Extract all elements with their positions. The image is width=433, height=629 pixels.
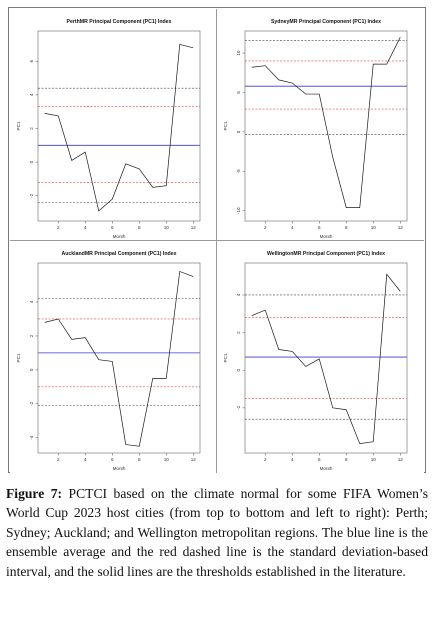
- x-tick-label: 2: [57, 457, 60, 462]
- y-tick-label: -2: [29, 401, 34, 406]
- chart-svg: PerthMR Principal Component (PC1) Index 2…: [16, 19, 201, 239]
- y-tick-label: 0: [236, 369, 241, 372]
- x-axis-label: Month: [320, 234, 333, 239]
- chart-svg: AucklandMR Principal Component (PC1) Ind…: [16, 251, 201, 471]
- x-tick-label: 2: [264, 457, 267, 462]
- y-tick-label: 2: [236, 331, 241, 334]
- x-tick-label: 4: [84, 457, 87, 462]
- y-axis-label: PC1: [223, 121, 228, 130]
- x-axis-label: Month: [113, 234, 126, 239]
- x-tick-label: 12: [398, 225, 404, 230]
- panel-sydney: SydneyMR Principal Component (PC1) Index…: [217, 9, 424, 241]
- panel-perth: PerthMR Principal Component (PC1) Index 2…: [10, 9, 217, 241]
- x-tick-label: 4: [291, 457, 294, 462]
- plot-area-frame: [244, 262, 408, 454]
- chart-svg: WellingtonMR Principal Component (PC1) I…: [223, 251, 408, 471]
- y-tick-label: -4: [29, 435, 34, 440]
- x-tick-label: 2: [57, 225, 60, 230]
- plot-area-frame: [37, 30, 201, 222]
- x-tick-label: 6: [111, 225, 114, 230]
- x-tick-label: 4: [291, 225, 294, 230]
- x-tick-label: 12: [191, 457, 197, 462]
- x-axis-label: Month: [113, 466, 126, 471]
- y-tick-label: 0: [236, 130, 241, 133]
- panel-auckland: AucklandMR Principal Component (PC1) Ind…: [10, 241, 217, 473]
- x-tick-label: 4: [84, 225, 87, 230]
- x-tick-label: 8: [345, 457, 348, 462]
- x-tick-label: 2: [264, 225, 267, 230]
- y-tick-label: 0: [29, 368, 34, 371]
- chart-title: SydneyMR Principal Component (PC1) Index: [271, 19, 381, 25]
- x-tick-label: 6: [318, 457, 321, 462]
- chart-title: WellingtonMR Principal Component (PC1) I…: [267, 251, 385, 257]
- caption-label: Figure 7:: [6, 486, 63, 501]
- x-tick-label: 6: [318, 225, 321, 230]
- y-tick-label: -2: [236, 405, 241, 410]
- chart-title: PerthMR Principal Component (PC1) Index: [67, 19, 172, 25]
- y-tick-label: -2: [29, 193, 34, 198]
- y-tick-label: 4: [29, 300, 34, 303]
- series-line: [44, 44, 194, 212]
- x-tick-label: 10: [164, 457, 170, 462]
- y-axis-label: PC1: [16, 121, 21, 130]
- y-tick-label: 2: [29, 334, 34, 337]
- figure-frame: PerthMR Principal Component (PC1) Index 2…: [8, 7, 426, 473]
- y-tick-label: 6: [29, 60, 34, 63]
- panel-wellington: WellingtonMR Principal Component (PC1) I…: [217, 241, 424, 473]
- y-tick-label: 5: [236, 91, 241, 94]
- x-tick-label: 10: [164, 225, 170, 230]
- y-tick-label: -5: [236, 169, 241, 174]
- y-tick-label: 2: [29, 127, 34, 130]
- series-line: [44, 270, 194, 447]
- plot-area-frame: [244, 30, 408, 222]
- x-tick-label: 8: [345, 225, 348, 230]
- x-tick-label: 10: [371, 457, 377, 462]
- figure-caption: Figure 7: PCTCI based on the climate nor…: [6, 484, 428, 581]
- y-axis-label: PC1: [16, 353, 21, 362]
- y-tick-label: 4: [236, 293, 241, 296]
- x-tick-label: 6: [111, 457, 114, 462]
- y-tick-label: 4: [29, 93, 34, 96]
- x-tick-label: 10: [371, 225, 377, 230]
- x-tick-label: 8: [138, 457, 141, 462]
- plot-area-frame: [37, 262, 201, 454]
- chart-svg: SydneyMR Principal Component (PC1) Index…: [223, 19, 408, 239]
- x-tick-label: 12: [191, 225, 197, 230]
- y-tick-label: 0: [29, 160, 34, 163]
- series-line: [251, 37, 401, 208]
- y-axis-label: PC1: [223, 353, 228, 362]
- series-line: [251, 273, 401, 444]
- x-tick-label: 12: [398, 457, 404, 462]
- x-axis-label: Month: [320, 466, 333, 471]
- y-tick-label: -10: [236, 207, 241, 214]
- chart-title: AucklandMR Principal Component (PC1) Ind…: [61, 251, 176, 257]
- caption-text: PCTCI based on the climate normal for so…: [6, 486, 428, 579]
- y-tick-label: 10: [236, 50, 241, 56]
- x-tick-label: 8: [138, 225, 141, 230]
